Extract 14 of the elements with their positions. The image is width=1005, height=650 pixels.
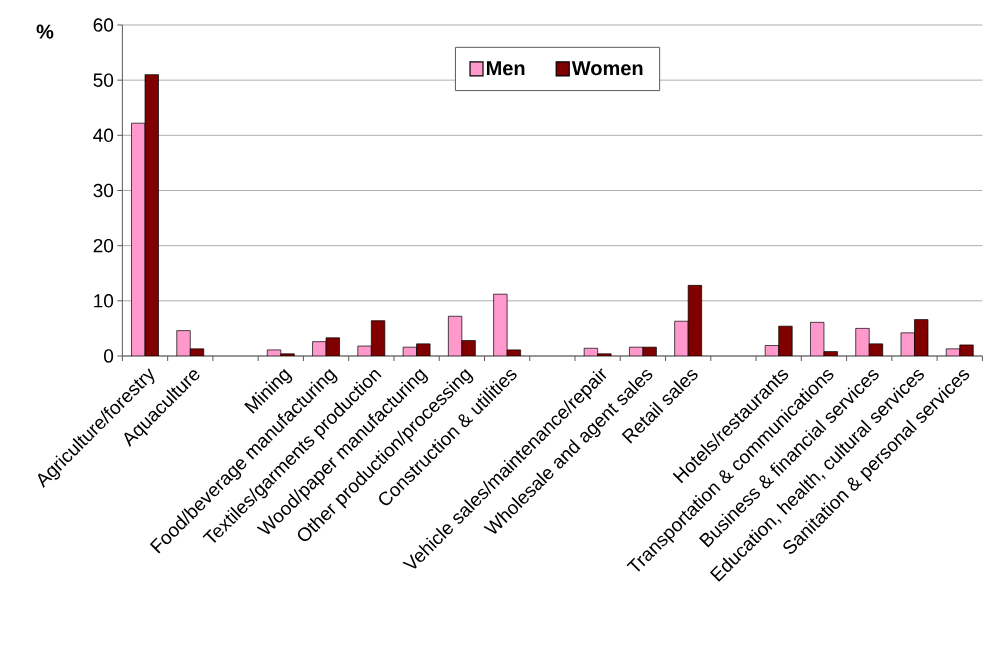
bar bbox=[674, 320, 689, 356]
bar bbox=[778, 325, 793, 356]
y-tick-label: 60 bbox=[93, 18, 114, 32]
bar bbox=[855, 328, 870, 356]
legend-label: Women bbox=[571, 61, 643, 76]
y-tick-label: 20 bbox=[93, 238, 114, 253]
y-tick-label: 30 bbox=[93, 183, 114, 198]
y-tick-label: 40 bbox=[93, 128, 114, 143]
y-tick-label: 50 bbox=[93, 73, 114, 87]
y-axis-title: % bbox=[36, 24, 54, 39]
bar bbox=[176, 330, 191, 356]
y-tick-label: 0 bbox=[104, 349, 114, 363]
legend-label: Men bbox=[486, 61, 525, 76]
y-tick-label: 10 bbox=[94, 294, 114, 308]
